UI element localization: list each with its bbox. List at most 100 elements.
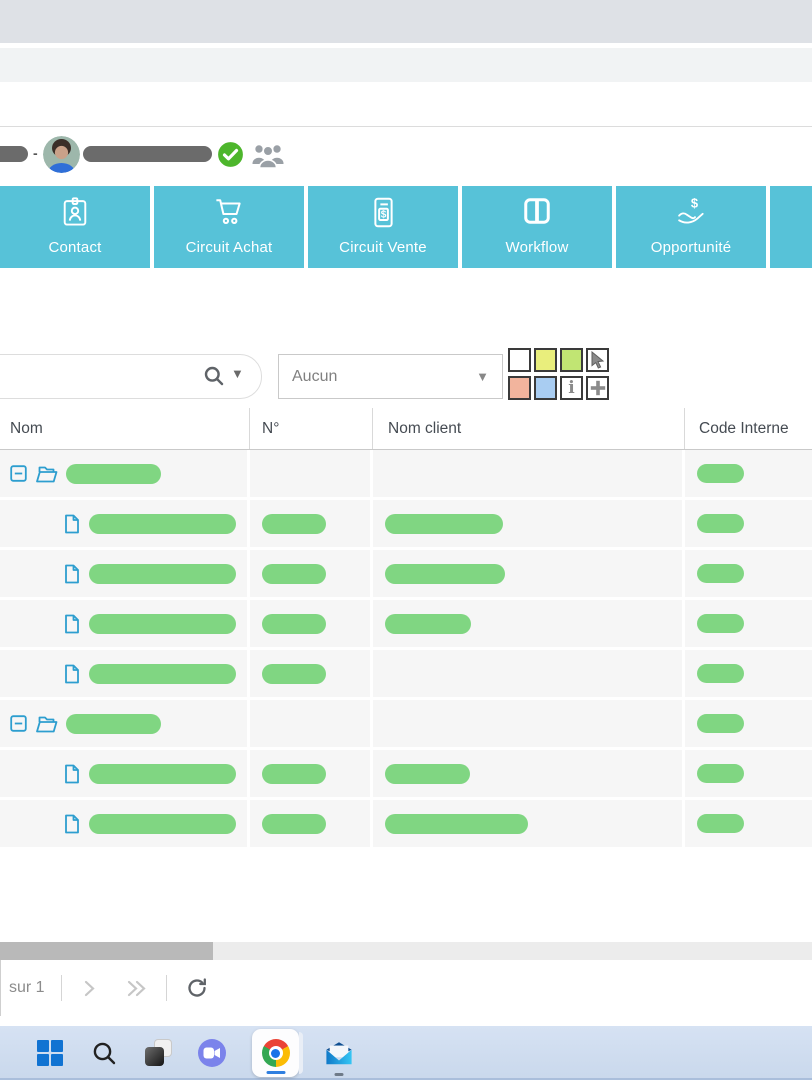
button-label: Workflow [505, 239, 569, 256]
circuit-vente-button[interactable]: $ Circuit Vente [308, 186, 458, 268]
redacted-numero-bar [262, 663, 326, 684]
avatar [43, 136, 80, 173]
column-header-nom[interactable]: Nom [0, 408, 250, 449]
redacted-name-bar [89, 613, 236, 634]
redacted-name-bar [66, 713, 161, 734]
button-label: Circuit Achat [185, 239, 273, 256]
divider [0, 126, 812, 127]
swatch-white[interactable] [508, 348, 531, 372]
redacted-name-bar [89, 763, 236, 784]
redacted-code-bar [697, 464, 744, 483]
redacted-client-bar [385, 513, 503, 534]
table-row-group[interactable] [0, 700, 812, 747]
category-value: Aucun [292, 367, 338, 385]
cart-icon [214, 196, 245, 231]
swatch-green[interactable] [560, 348, 583, 372]
pagination-bar: sur 1 [0, 960, 812, 1016]
divider [165, 975, 167, 1001]
redacted-client-bar [385, 813, 528, 834]
record-header: - [0, 127, 812, 185]
table-row-item[interactable] [0, 550, 812, 597]
taskbar-search-icon[interactable] [90, 1039, 118, 1067]
table-header: Nom N° Nom client Code Interne [0, 408, 812, 450]
workflow-button[interactable]: Workflow [462, 186, 612, 268]
redacted-code-bar [697, 614, 744, 633]
document-icon [64, 564, 80, 584]
cursor-tool[interactable] [586, 348, 609, 372]
chevron-down-icon: ▼ [476, 369, 489, 384]
collapse-minus-icon[interactable] [10, 715, 27, 732]
redacted-record-code [0, 146, 28, 162]
redacted-numero-bar [262, 563, 326, 584]
button-label: Contact [48, 239, 102, 256]
button-label: Circuit Vente [339, 239, 427, 256]
table-row-item[interactable] [0, 650, 812, 697]
redacted-client-bar [385, 613, 471, 634]
toolbar-button-partial[interactable] [770, 186, 812, 268]
teams-chat-icon[interactable] [198, 1039, 226, 1067]
redacted-code-bar [697, 514, 744, 533]
separator-dash: - [33, 145, 38, 161]
redacted-numero-bar [262, 613, 326, 634]
chrome-taskbar-icon[interactable] [252, 1029, 303, 1077]
redacted-code-bar [697, 764, 744, 783]
swatch-salmon[interactable] [508, 376, 531, 400]
column-header-numero[interactable]: N° [250, 408, 373, 449]
page-count-label: sur 1 [9, 979, 45, 996]
folder-open-icon [35, 465, 58, 483]
document-icon [64, 614, 80, 634]
column-header-code-interne[interactable]: Code Interne [699, 419, 789, 437]
redacted-numero-bar [262, 513, 326, 534]
redacted-name-bar [89, 813, 236, 834]
table-row-item[interactable] [0, 800, 812, 847]
collapse-minus-icon[interactable] [10, 465, 27, 482]
opportunite-button[interactable]: $ Opportunité [616, 186, 766, 268]
outlook-taskbar-icon[interactable] [325, 1039, 353, 1076]
start-button[interactable] [36, 1039, 64, 1067]
refresh-icon[interactable] [185, 976, 209, 1000]
horizontal-scrollbar[interactable] [0, 942, 812, 960]
table-row-item[interactable] [0, 750, 812, 797]
scrollbar-thumb[interactable] [0, 942, 213, 960]
category-select[interactable]: Aucun ▼ [278, 354, 503, 399]
swatch-yellow[interactable] [534, 348, 557, 372]
redacted-name-bar [66, 463, 161, 484]
document-icon [64, 664, 80, 684]
svg-text:$: $ [380, 210, 386, 221]
redacted-code-bar [697, 814, 744, 833]
contacts-group-icon[interactable] [251, 142, 285, 169]
hand-dollar-icon: $ [675, 195, 708, 232]
redacted-name-bar [89, 513, 236, 534]
invoice-icon: $ [371, 196, 396, 234]
redacted-numero-bar [262, 763, 326, 784]
search-icon[interactable] [203, 365, 225, 387]
add-tool[interactable] [586, 376, 609, 400]
table-row-group[interactable] [0, 450, 812, 497]
column-header-nom-client[interactable]: Nom client [373, 408, 685, 449]
open-app-indicator [334, 1072, 344, 1076]
table-row-item[interactable] [0, 600, 812, 647]
svg-text:$: $ [690, 196, 698, 210]
last-page-icon[interactable] [127, 980, 146, 997]
document-icon [64, 514, 80, 534]
contact-button[interactable]: Contact [0, 186, 150, 268]
next-page-icon[interactable] [84, 980, 95, 997]
swatch-blue[interactable] [534, 376, 557, 400]
id-badge-icon [61, 196, 89, 233]
button-label: Opportunité [650, 239, 732, 256]
redacted-name-bar [89, 563, 236, 584]
circuit-achat-button[interactable]: Circuit Achat [154, 186, 304, 268]
redacted-record-name [83, 146, 212, 162]
table-row-item[interactable] [0, 500, 812, 547]
info-tool[interactable]: i [560, 376, 583, 400]
redacted-client-bar [385, 763, 470, 784]
validated-check-icon [216, 140, 245, 169]
task-view-icon[interactable] [144, 1039, 172, 1067]
document-icon [64, 814, 80, 834]
browser-tab-strip [0, 0, 812, 43]
table-body [0, 450, 812, 850]
windows-taskbar [0, 1026, 812, 1080]
folder-open-icon [35, 715, 58, 733]
search-options-caret-icon[interactable]: ▼ [231, 366, 244, 381]
